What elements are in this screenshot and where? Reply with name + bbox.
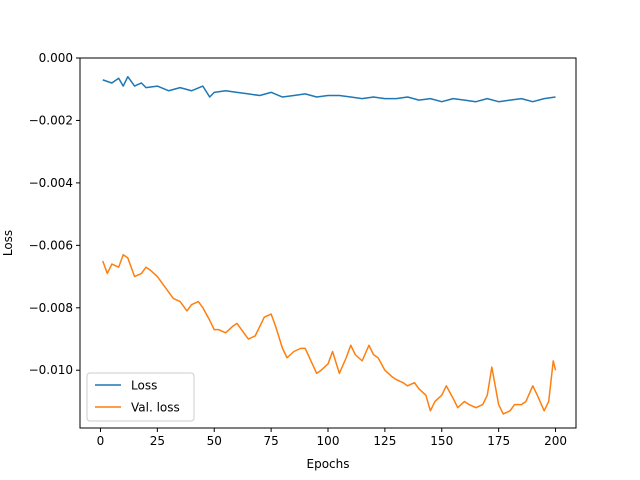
- x-tick-label: 150: [430, 434, 453, 448]
- x-axis-label: Epochs: [307, 457, 350, 471]
- y-tick-label: −0.002: [29, 113, 73, 127]
- series-line-loss: [102, 75, 556, 103]
- y-tick-label: −0.004: [29, 176, 73, 190]
- x-tick-label: 200: [544, 434, 567, 448]
- x-tick-label: 0: [97, 434, 105, 448]
- y-tick-label: −0.010: [29, 363, 73, 377]
- y-tick-label: −0.006: [29, 238, 73, 252]
- x-tick-label: 125: [373, 434, 396, 448]
- x-tick-label: 75: [263, 434, 278, 448]
- x-axis-ticks: 0 25 50 75 100 125 150 175 200: [97, 428, 567, 448]
- legend: Loss Val. loss: [86, 372, 195, 422]
- x-tick-label: 50: [207, 434, 222, 448]
- series-line-val-loss: [102, 253, 557, 415]
- y-tick-label: −0.008: [29, 301, 73, 315]
- x-tick-label: 25: [150, 434, 165, 448]
- legend-label-loss: Loss: [131, 379, 157, 393]
- y-axis-ticks: 0.000 −0.002 −0.004 −0.006 −0.008 −0.010: [29, 51, 80, 377]
- x-tick-label: 175: [487, 434, 510, 448]
- y-tick-label: 0.000: [39, 51, 73, 65]
- y-axis-label: Loss: [1, 230, 15, 256]
- x-tick-label: 100: [317, 434, 340, 448]
- plot-lines: [102, 75, 557, 415]
- legend-label-val-loss: Val. loss: [131, 401, 180, 415]
